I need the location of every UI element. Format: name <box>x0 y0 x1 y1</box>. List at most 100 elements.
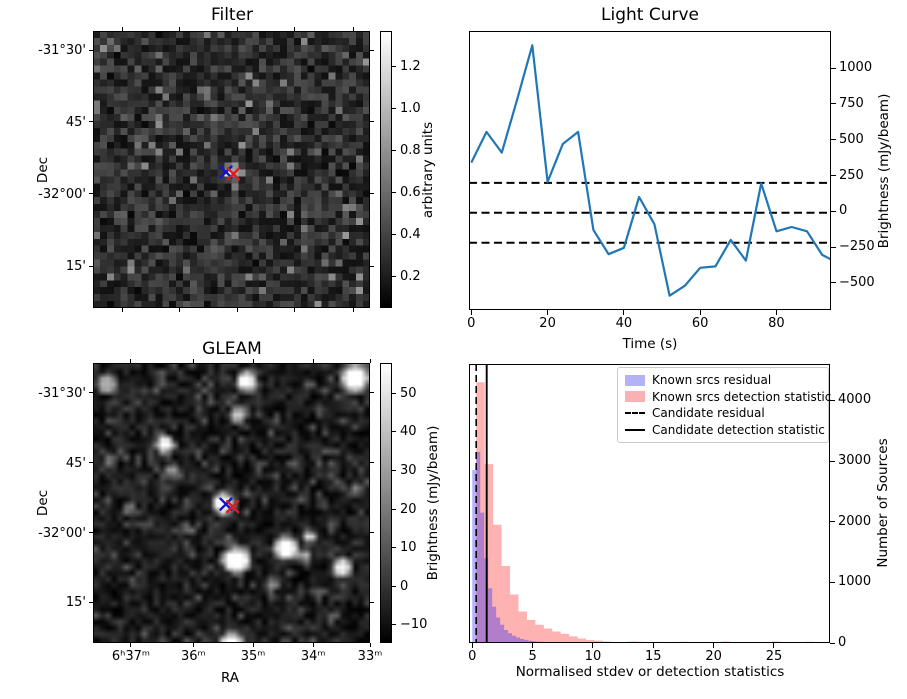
colorbar-tick-label: 1.2 <box>400 59 421 75</box>
histogram-plot <box>472 364 823 643</box>
colorbar-tick <box>392 508 396 510</box>
legend-row: Candidate detection statistic <box>625 422 825 439</box>
colorbar-tick-label: 0.8 <box>400 143 421 159</box>
gleam-xlabel: RA <box>220 670 240 686</box>
stat-tick-label: 0 <box>468 649 477 664</box>
y-tick <box>370 49 374 51</box>
time-tick-label: 80 <box>768 316 785 331</box>
y-tick <box>370 392 374 394</box>
dec-tick-label: 15' <box>65 259 86 274</box>
y-tick <box>89 49 93 51</box>
filter-title: Filter <box>210 5 254 25</box>
ra-tick-label: 36ᵐ <box>180 649 206 664</box>
count-tick <box>830 399 835 401</box>
solid-line-swatch <box>625 428 645 431</box>
colorbar-tick-label: −10 <box>400 617 428 633</box>
brightness-tick-label: 0 <box>839 203 848 219</box>
time-tick <box>547 310 549 315</box>
brightness-tick-label: 500 <box>839 131 864 147</box>
histogram-xlabel: Normalised stdev or detection statistics <box>515 664 785 680</box>
x-tick <box>130 643 132 647</box>
y-tick <box>89 193 93 195</box>
y-tick <box>89 121 93 123</box>
count-tick-label: 3000 <box>838 453 872 469</box>
colorbar-tick-label: 1.0 <box>400 101 421 117</box>
legend-row: Candidate residual <box>625 405 821 422</box>
count-tick-label: 0 <box>838 635 847 650</box>
stat-tick-label: 20 <box>705 649 722 664</box>
brightness-tick-label: 750 <box>839 95 864 111</box>
candidate-position-x <box>219 497 233 511</box>
colorbar-tick <box>392 108 396 110</box>
x-tick <box>130 359 132 363</box>
y-tick <box>370 265 374 267</box>
dec-tick-label: 15' <box>65 595 86 611</box>
brightness-tick <box>831 282 836 284</box>
brightness-tick-label: −500 <box>839 274 875 290</box>
y-tick <box>89 265 93 267</box>
time-tick-label: 20 <box>539 316 556 331</box>
known-srcs-detection-histogram <box>476 382 823 643</box>
gleam-image <box>93 363 370 643</box>
colorbar-tick <box>392 234 396 236</box>
filter-colorbar <box>380 31 392 308</box>
stat-tick <box>652 643 654 648</box>
gleam-marker-layer <box>219 497 240 514</box>
light-curve-ylabel: Brightness (mJy/beam) <box>876 93 892 249</box>
x-tick <box>237 308 239 312</box>
legend-label: Candidate residual <box>652 406 765 421</box>
ra-tick-label: 35ᵐ <box>240 649 266 664</box>
light-curve-plot <box>469 44 831 297</box>
time-tick-label: 0 <box>467 316 476 331</box>
light-curve-line <box>470 44 831 297</box>
time-tick <box>623 310 625 315</box>
x-tick <box>122 27 124 31</box>
colorbar-tick <box>392 624 396 626</box>
ra-tick-label: 6ʰ37ᵐ <box>111 649 151 664</box>
y-tick <box>89 462 93 464</box>
light-curve-xlabel: Time (s) <box>622 336 678 352</box>
brightness-tick <box>831 175 836 176</box>
brightness-tick-label: 250 <box>839 167 864 183</box>
x-tick <box>294 27 296 31</box>
stat-tick <box>592 643 594 648</box>
colorbar-tick-label: 0.4 <box>400 227 421 243</box>
y-tick <box>370 121 374 123</box>
stat-tick-label: 10 <box>584 649 602 664</box>
x-tick <box>369 643 371 647</box>
filter-image <box>93 31 370 308</box>
x-tick <box>122 308 124 312</box>
y-tick <box>89 392 93 394</box>
colorbar-tick <box>392 547 396 549</box>
gleam-colorbar <box>380 363 392 643</box>
count-tick <box>830 642 835 644</box>
y-tick <box>370 601 374 603</box>
count-tick-label: 4000 <box>838 392 872 408</box>
stat-tick-label: 15 <box>645 649 662 664</box>
dec-tick-label: -31°30' <box>38 43 86 58</box>
x-tick <box>352 308 354 312</box>
x-tick <box>252 643 254 647</box>
y-tick <box>89 601 93 603</box>
x-tick <box>192 359 194 363</box>
colorbar-tick <box>392 431 396 433</box>
y-tick <box>89 532 93 534</box>
stat-tick <box>773 643 775 648</box>
ra-tick-label: 33ᵐ <box>357 649 383 664</box>
dec-tick-label: -32°00' <box>38 525 86 541</box>
x-tick <box>369 359 371 363</box>
light-curve-title: Light Curve <box>601 5 699 25</box>
legend-row: Known srcs detection statistic <box>625 389 831 406</box>
colorbar-tick-label: 50 <box>400 385 417 401</box>
time-tick-label: 60 <box>691 316 709 331</box>
colorbar-tick-label: 0.2 <box>400 269 421 285</box>
brightness-tick <box>831 103 836 105</box>
colorbar-tick-label: 0.6 <box>400 185 421 201</box>
colorbar-tick-label: 10 <box>400 540 417 556</box>
y-tick <box>370 193 374 195</box>
stat-tick <box>713 643 715 648</box>
count-tick-label: 1000 <box>838 574 872 590</box>
x-tick <box>312 643 314 647</box>
colorbar-tick <box>392 469 396 471</box>
